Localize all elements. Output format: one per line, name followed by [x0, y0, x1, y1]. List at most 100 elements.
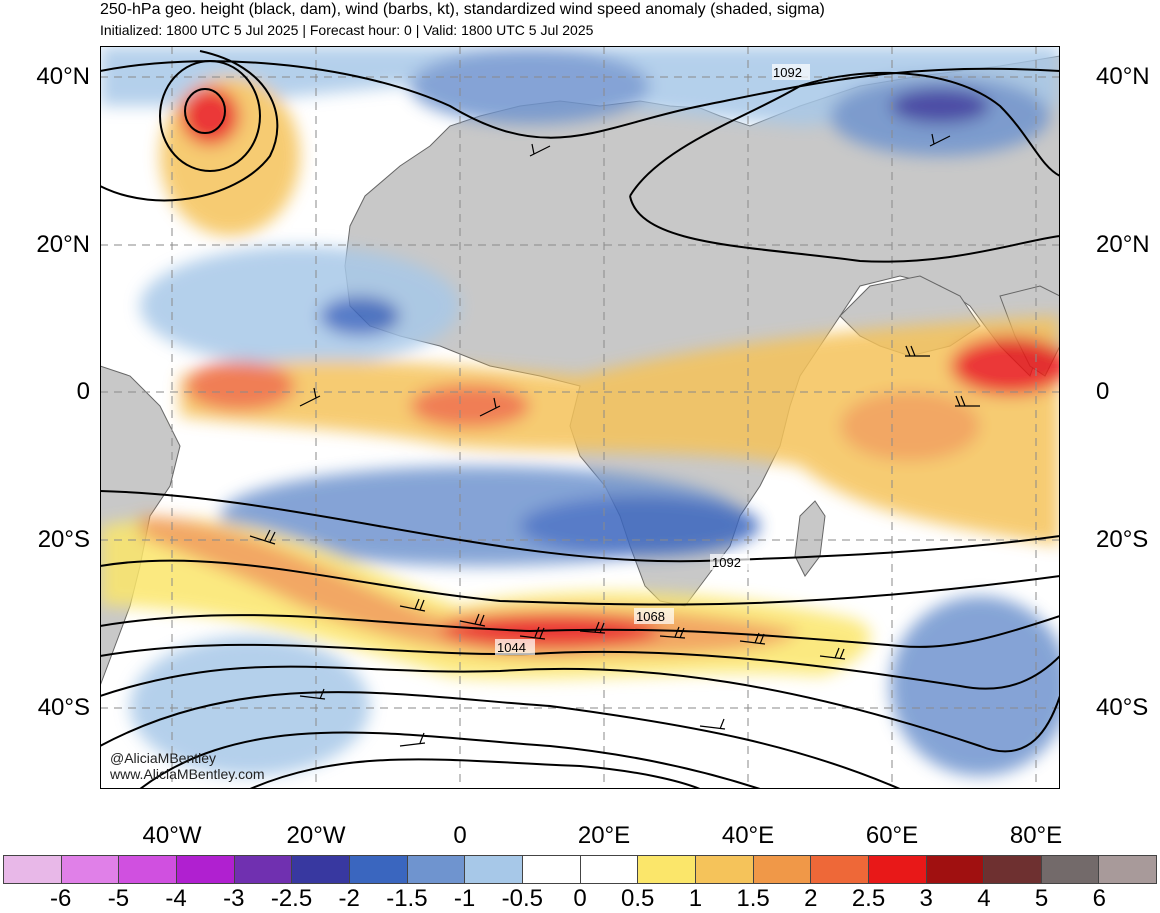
credit-url: www.AliciaMBentley.com — [110, 766, 265, 782]
colorbar-label: 0 — [573, 885, 587, 912]
colorbar-swatch — [234, 856, 293, 883]
lon-label: 80°E — [1009, 822, 1063, 849]
wind-barb — [579, 621, 606, 634]
wind-barb — [459, 613, 486, 627]
wind-barb — [955, 395, 980, 407]
height-contour — [100, 50, 279, 202]
anomaly-shading — [100, 46, 1060, 776]
height-contour — [100, 60, 1060, 139]
wind-barb — [739, 632, 766, 645]
colorbar-swatch — [580, 856, 639, 883]
colorbar-swatch — [522, 856, 581, 883]
lat-label-right: 40°N — [1096, 63, 1150, 90]
anomaly-blob-negative — [140, 246, 460, 366]
wind-barb — [519, 626, 546, 640]
lat-label-right: 20°S — [1096, 526, 1149, 553]
colorbar-swatch — [753, 856, 812, 883]
wind-barb — [399, 732, 426, 747]
wind-barb — [249, 529, 276, 545]
anomaly-blob-negative — [320, 296, 400, 336]
colorbar-label: 5 — [1034, 885, 1049, 912]
wind-barb — [699, 718, 726, 730]
map-title: 250-hPa geo. height (black, dam), wind (… — [100, 1, 825, 18]
colorbar-label: -4 — [165, 885, 187, 912]
colorbar-label: -6 — [50, 885, 72, 912]
anomaly-blob-positive — [180, 86, 240, 146]
height-contour — [100, 643, 1060, 690]
lon-label: 40°W — [142, 822, 202, 849]
colorbar-swatch — [811, 856, 869, 883]
wind-barb — [819, 647, 846, 660]
height-contour-low — [184, 88, 226, 134]
height-contour — [100, 490, 1060, 563]
lat-label-right: 20°N — [1096, 231, 1150, 258]
colorbar-swatch — [176, 856, 235, 883]
colorbar-label: -3 — [223, 885, 245, 912]
colorbar-label: 1.5 — [736, 885, 770, 912]
lat-label-left: 20°N — [36, 231, 90, 258]
colorbar-swatch — [695, 856, 754, 883]
colorbar-label: 2.5 — [851, 885, 886, 912]
colorbar-label: 2 — [804, 885, 818, 912]
lon-label: 40°E — [721, 822, 775, 849]
colorbar-swatch — [1041, 856, 1100, 883]
height-contour — [100, 691, 901, 789]
anomaly-blob-positive — [185, 361, 295, 411]
weather-map: 1092 1092 1068 1044 — [100, 46, 1060, 789]
lat-label-right: 0 — [1096, 378, 1110, 405]
colorbar-swatch — [4, 856, 62, 883]
height-contour — [629, 71, 1060, 197]
lat-label-left: 20°S — [37, 526, 90, 553]
colorbar-swatch — [61, 856, 120, 883]
colorbar-label: 6 — [1092, 885, 1106, 912]
map-frame — [100, 46, 1060, 789]
anomaly-blob-positive — [180, 316, 1060, 546]
colorbar-swatch — [984, 856, 1042, 883]
anomaly-blob-negative — [130, 636, 370, 776]
colorbar-label: 1 — [688, 885, 703, 912]
colorbar-swatch — [465, 856, 523, 883]
credit-handle: @AliciaMBentley — [110, 750, 217, 766]
wind-barb — [299, 688, 326, 700]
anomaly-blob-negative — [410, 48, 650, 124]
colorbar-swatch — [407, 856, 466, 883]
height-contour — [100, 614, 1060, 648]
wind-barb — [905, 345, 930, 357]
colorbar-swatch — [349, 856, 408, 883]
wind-barb — [479, 397, 501, 417]
map-subtitle: Initialized: 1800 UTC 5 Jul 2025 | Forec… — [100, 22, 594, 38]
wind-barbs — [249, 133, 980, 747]
contour-label: 1092 — [773, 65, 802, 80]
anomaly-blob-positive — [950, 336, 1060, 396]
colorbar-label: -2.5 — [270, 885, 313, 912]
height-contour — [100, 559, 1060, 606]
graticule — [100, 46, 1060, 789]
height-contour — [629, 195, 1060, 263]
anomaly-blob-negative — [520, 496, 760, 556]
colorbar-label: 4 — [977, 885, 991, 912]
colorbar-swatch — [638, 856, 696, 883]
colorbar-swatch — [292, 856, 350, 883]
anomaly-blob-negative — [890, 88, 990, 124]
anomaly-blob-positive — [840, 391, 980, 461]
height-contour — [139, 731, 761, 789]
lon-label: 20°E — [577, 822, 631, 849]
colorbar-label: -2 — [338, 885, 360, 912]
wind-barb — [659, 626, 686, 639]
colorbar-label: -0.5 — [501, 885, 543, 912]
height-contour-low — [159, 60, 261, 172]
anomaly-blob-positive — [410, 384, 530, 428]
colorbar-label: 3 — [919, 885, 933, 912]
contour-label: 1068 — [636, 609, 665, 624]
colorbar-label: -1 — [453, 885, 476, 912]
lat-label-left: 40°N — [36, 63, 90, 90]
contour-label: 1044 — [497, 640, 526, 655]
contour-label: 1092 — [712, 555, 741, 570]
colorbar-swatch — [868, 856, 927, 883]
wind-barb — [529, 143, 551, 157]
colorbar-swatch — [119, 856, 177, 883]
lon-label: 20°W — [286, 822, 346, 849]
lon-label: 60°E — [865, 822, 919, 849]
contour-labels: 1092 1092 1068 1044 — [495, 64, 810, 655]
wind-barb — [399, 598, 426, 612]
